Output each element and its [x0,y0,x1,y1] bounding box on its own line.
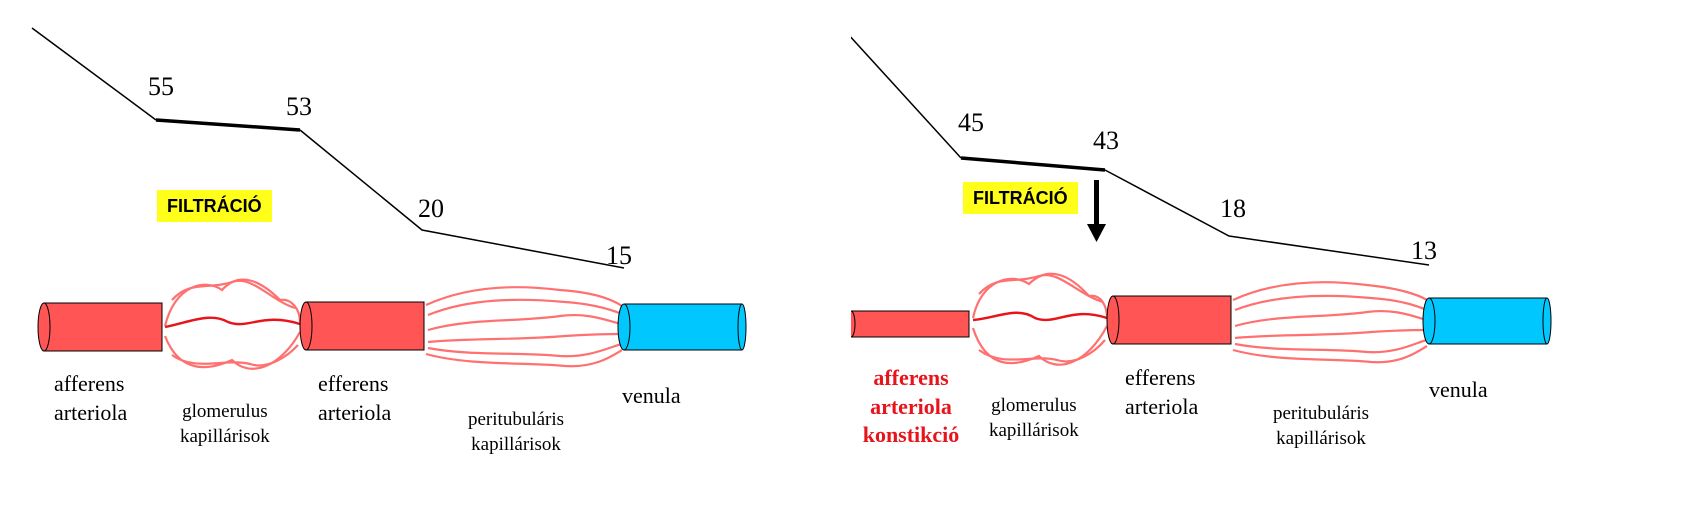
pressure-line-post [1104,169,1430,266]
afferens-arteriola-vessel-constricted [851,310,970,338]
label-glomerulus-kapillarisok: glomerulus kapillárisok [180,400,270,449]
panel-constriction: 45 43 18 13 FILTRÁCIÓ afferens arteriola… [851,0,1702,524]
venula-vessel [1422,297,1552,345]
label-line: konstikció [862,422,960,448]
label-line: glomerulus [991,395,1077,416]
label-venula: venula [622,383,681,408]
pressure-value-2: 53 [286,92,312,121]
label-line: arteriola [870,393,952,419]
pressure-line-post [299,129,625,269]
efferens-arteriola-vessel [1106,295,1232,345]
glomerulus-capillaries [971,272,1109,366]
label-line: arteriola [318,399,392,425]
pressure-line-pre [31,27,157,121]
label-line: arteriola [1125,393,1199,419]
label-line: peritubuláris [1273,403,1370,424]
label-line: afferens [54,371,125,396]
label-line: arteriola [54,399,128,425]
label-line: glomerulus [182,401,268,422]
label-line: afferens [873,365,949,390]
pressure-line-glomerular [960,156,1106,172]
label-efferens-arteriola: efferens arteriola [1125,364,1198,421]
label-line: kapillárisok [989,419,1079,441]
label-line: kapillárisok [180,425,270,447]
pressure-diagram-normal [31,27,747,370]
label-line: efferens [318,371,389,396]
pressure-value-1: 45 [958,108,984,137]
label-peritubularis-kapillarisok: peritubuláris kapillárisok [1273,402,1369,451]
peritubular-capillaries [1232,281,1428,364]
label-glomerulus-kapillarisok: glomerulus kapillárisok [989,394,1079,443]
pressure-line-glomerular [155,118,301,132]
pressure-diagram-constriction [851,36,1552,366]
pressure-value-2: 43 [1093,126,1119,155]
pressure-value-3: 18 [1220,194,1246,223]
decrease-arrow-icon [1087,180,1106,242]
filtration-badge: FILTRÁCIÓ [963,182,1078,214]
venula-vessel [617,303,747,351]
pressure-value-4: 13 [1411,236,1437,265]
efferens-arteriola-vessel [299,301,425,351]
label-efferens-arteriola: efferens arteriola [318,370,391,427]
label-afferens-arteriola: afferens arteriola [54,370,127,427]
filtration-badge: FILTRÁCIÓ [157,190,272,222]
pressure-value-4: 15 [606,241,632,270]
label-peritubularis-kapillarisok: peritubuláris kapillárisok [468,408,564,457]
peritubular-capillaries [425,286,623,368]
glomerulus-capillaries [163,278,302,370]
afferens-arteriola-vessel [37,302,163,352]
panel-normal: 55 53 20 15 FILTRÁCIÓ afferens arteriola… [31,27,747,457]
label-line: kapillárisok [1276,427,1366,449]
pressure-value-1: 55 [148,72,174,101]
pressure-value-3: 20 [418,194,444,223]
pressure-line-pre [851,36,962,159]
label-line: peritubuláris [468,409,565,430]
label-afferens-arteriola-konstikcio: afferens arteriola konstikció [851,364,971,450]
label-line: kapillárisok [471,433,561,455]
label-line: efferens [1125,365,1196,390]
label-venula: venula [1429,377,1488,402]
